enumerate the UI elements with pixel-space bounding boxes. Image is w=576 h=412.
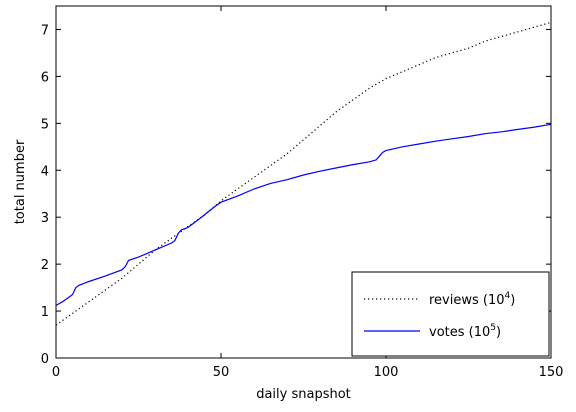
y-tick-label: 7	[41, 23, 49, 38]
legend-label-exponent: 4	[505, 291, 511, 301]
y-tick-label: 5	[41, 117, 49, 132]
legend: reviews (104)votes (105)	[351, 271, 550, 357]
legend-label-exponent: 5	[490, 323, 496, 333]
legend-box	[351, 271, 550, 357]
axes-box	[55, 5, 552, 359]
legend-label-base: votes (10	[429, 325, 490, 340]
x-axis-label: daily snapshot	[256, 387, 351, 402]
legend-label-tail: )	[496, 325, 501, 340]
y-axis-label: total number	[13, 139, 28, 224]
legend-label: votes (105)	[429, 323, 501, 340]
series-line-votes	[55, 123, 552, 306]
y-tick-label: 1	[41, 305, 49, 320]
y-tick-label: 4	[41, 164, 49, 179]
y-tick-label: 6	[41, 70, 49, 85]
y-tick-label: 3	[41, 211, 49, 226]
x-tick-label: 50	[213, 365, 230, 380]
series-group	[55, 21, 552, 326]
x-tick-label: 0	[52, 365, 60, 380]
x-tick-label: 150	[539, 365, 564, 380]
legend-label-base: reviews (10	[429, 293, 505, 308]
x-tick-label: 100	[374, 365, 399, 380]
legend-label-tail: )	[510, 293, 515, 308]
y-tick-label: 0	[41, 352, 49, 367]
series-line-reviews	[55, 21, 552, 326]
y-tick-label: 2	[41, 258, 49, 273]
legend-label: reviews (104)	[429, 291, 515, 308]
